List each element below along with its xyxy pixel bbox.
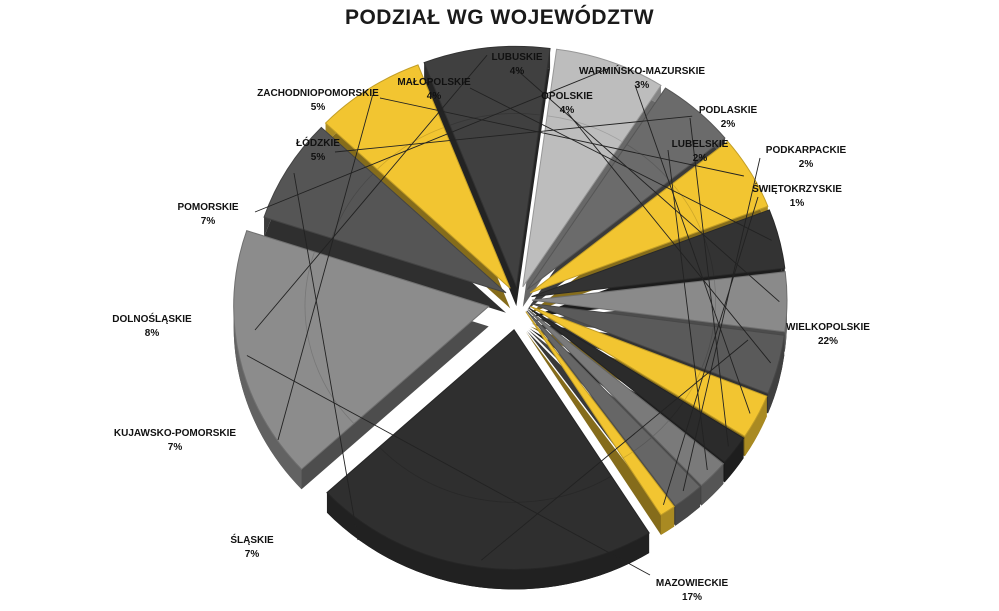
slice-label-name: LUBUSKIE [491, 52, 542, 63]
slice-label-name: ŚLĄSKIE [230, 533, 274, 546]
leader-line [469, 87, 772, 241]
slice-inner-arc [652, 420, 670, 437]
slice-label-name: MAŁOPOLSKIE [397, 77, 471, 88]
slice-label-percent: 17% [682, 592, 702, 603]
slice-label-name: ZACHODNIOPOMORSKIE [257, 88, 379, 99]
leader-line [682, 157, 761, 492]
slice-label-percent: 4% [510, 66, 525, 77]
slice-dolnośląskie [423, 45, 551, 288]
slice-inner-arc [672, 183, 702, 231]
slice-inner-arc [547, 115, 623, 143]
leader-line [634, 84, 751, 414]
slice-label-name: OPOLSKIE [541, 91, 593, 102]
slice-label-name: PODLASKIE [699, 105, 758, 116]
slice-opolskie [531, 303, 785, 395]
slice-mazowieckie [233, 230, 490, 470]
slice-inner-arc [331, 173, 374, 239]
slice-label-percent: 5% [311, 152, 326, 163]
slice-podlaskie [528, 307, 745, 464]
slice-label-percent: 22% [818, 336, 838, 347]
slice-label-percent: 4% [427, 91, 442, 102]
slice-label-percent: 5% [311, 102, 326, 113]
slice-inner-arc [633, 437, 652, 452]
leader-line [334, 115, 693, 153]
slice-label-percent: 7% [201, 216, 216, 227]
slice-label-percent: 7% [168, 442, 183, 453]
slice-label-percent: 1% [790, 198, 805, 209]
slice-label-name: MAZOWIECKIE [656, 578, 729, 589]
leader-line [689, 117, 729, 447]
slice-podkarpackie [526, 310, 701, 507]
slice-label-percent: 8% [145, 328, 160, 339]
leader-line [481, 339, 749, 561]
slice-label-percent: 4% [560, 105, 575, 116]
leader-line [277, 95, 374, 441]
slice-śląskie [263, 126, 507, 294]
slice-łódzkie [526, 87, 726, 290]
leader-line [662, 196, 759, 505]
slice-label-name: POMORSKIE [177, 202, 238, 213]
slice-label-percent: 2% [693, 153, 708, 164]
slice-wielkopolskie [326, 328, 650, 570]
leader-line [293, 172, 359, 541]
slice-label-name: ŚWIĘTOKRZYSKIE [752, 182, 842, 195]
slice-label-name: WIELKOPOLSKIE [786, 322, 870, 333]
leader-line [254, 54, 488, 331]
leader-line [246, 355, 651, 576]
slice-pomorskie [522, 48, 662, 288]
slice-label-percent: 2% [721, 119, 736, 130]
leader-line [379, 97, 744, 177]
slice-zachodniopomorskie [529, 140, 769, 294]
slice-warmińsko-mazurskie [530, 305, 768, 437]
slice-label-name: PODKARPACKIE [766, 145, 847, 156]
slice-inner-arc [701, 326, 714, 369]
slice-label-name: ŁÓDZKIE [296, 136, 340, 149]
slice-lubelskie [527, 309, 725, 487]
slice-inner-arc [669, 401, 684, 420]
slice-side-świętokrzyskie [525, 331, 675, 535]
slice-małopolskie [531, 209, 786, 298]
chart-title: PODZIAŁ WG WOJEWÓDZTW [344, 6, 655, 29]
slice-inner-arc [622, 451, 633, 459]
slice-label-percent: 2% [799, 159, 814, 170]
slice-label-name: DOLNOŚLĄSKIE [112, 312, 192, 325]
slice-label-name: WARMIŃSKO-MAZURSKIE [579, 64, 705, 77]
leader-line [566, 111, 772, 364]
slice-label-percent: 7% [245, 549, 260, 560]
slice-label-name: KUJAWSKO-POMORSKIE [114, 428, 237, 439]
slice-label-name: LUBELSKIE [672, 139, 729, 150]
slice-inner-arc [379, 446, 612, 503]
slice-świętokrzyskie [525, 311, 675, 516]
slice-label-percent: 3% [635, 80, 650, 91]
slice-inner-arc [684, 370, 702, 401]
slice-kujawsko-pomorskie [324, 64, 511, 289]
leader-line [254, 68, 609, 213]
